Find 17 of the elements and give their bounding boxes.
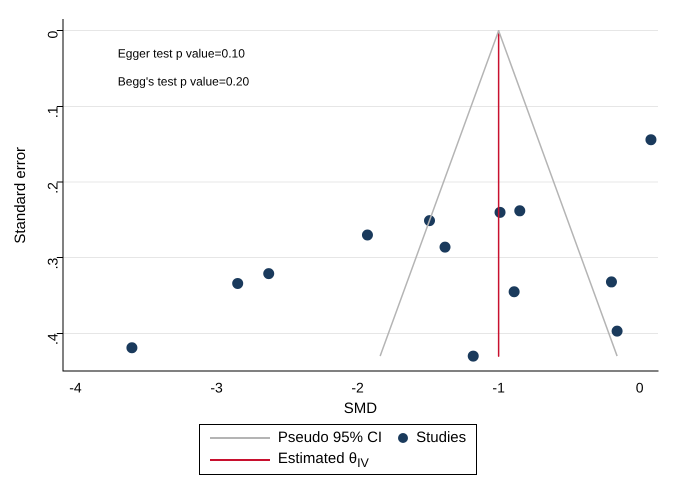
y-tick-label: 0 [44,30,61,39]
y-tick-label: .2 [44,182,61,194]
legend-label: Studies [416,429,466,446]
x-tick-label: -4 [69,379,82,396]
x-tick-label: -2 [351,379,364,396]
annotation: Begg's test p value=0.20 [118,74,250,89]
x-tick-label: 0 [636,379,644,396]
x-tick-label: -3 [210,379,223,396]
legend-label: Estimated θ$_{IV}$ [278,450,369,470]
y-axis-title: Standard error [12,146,30,244]
y-tick-label: .4 [44,333,61,346]
y-tick-label: .1 [44,106,61,118]
x-axis-title: SMD [344,400,378,418]
legend-label: Pseudo 95% CI [278,429,382,446]
annotation: Egger test p value=0.10 [118,46,246,61]
x-tick-label: -1 [492,379,506,396]
y-tick-label: .3 [44,258,61,270]
